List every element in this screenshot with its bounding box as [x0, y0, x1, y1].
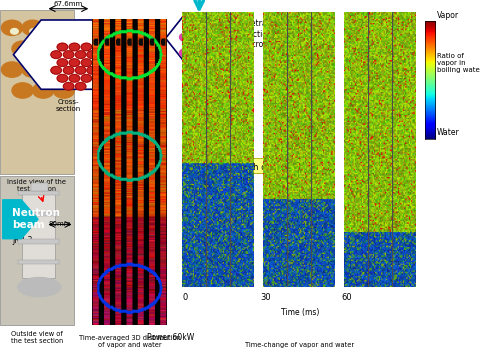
Circle shape [51, 51, 61, 58]
Circle shape [63, 82, 74, 90]
Text: 0: 0 [182, 293, 187, 302]
Text: Ratio of
vapor in
boiling water: Ratio of vapor in boiling water [437, 53, 480, 73]
Circle shape [22, 20, 43, 35]
FancyBboxPatch shape [136, 299, 166, 311]
Text: Water: Water [135, 300, 158, 309]
Text: Penetration
direction of
neutron beam: Penetration direction of neutron beam [238, 19, 292, 49]
Circle shape [53, 41, 74, 56]
Bar [18, 260, 59, 264]
FancyBboxPatch shape [241, 158, 318, 173]
Circle shape [75, 66, 86, 74]
Circle shape [69, 43, 80, 51]
Circle shape [81, 74, 92, 82]
Circle shape [12, 41, 33, 56]
Text: JRR-3: JRR-3 [12, 236, 32, 245]
Text: Time (ms): Time (ms) [281, 308, 319, 317]
Circle shape [57, 74, 68, 82]
Text: Cross-
section: Cross- section [56, 99, 81, 112]
Bar [31, 183, 48, 191]
Circle shape [81, 43, 92, 51]
Circle shape [196, 25, 207, 34]
Circle shape [185, 41, 196, 49]
Circle shape [81, 59, 92, 66]
Circle shape [207, 41, 218, 49]
Text: Growth of vapor: Growth of vapor [228, 163, 296, 172]
Circle shape [33, 83, 54, 98]
Circle shape [43, 20, 64, 35]
Circle shape [190, 49, 202, 57]
Text: Inside view of the
test section: Inside view of the test section [8, 179, 66, 192]
Bar [22, 191, 55, 278]
Text: 80mm: 80mm [49, 221, 71, 228]
FancyBboxPatch shape [122, 134, 161, 149]
Circle shape [63, 66, 74, 74]
Text: 30: 30 [260, 293, 271, 302]
Circle shape [212, 49, 224, 57]
FancyArrowPatch shape [3, 200, 38, 239]
Circle shape [190, 64, 202, 72]
Circle shape [201, 33, 213, 41]
Circle shape [22, 62, 43, 77]
Circle shape [185, 56, 196, 65]
Bar [18, 212, 59, 216]
Text: Time-change of vapor and water
(Time resolution 1ms): Time-change of vapor and water (Time res… [245, 342, 355, 348]
Circle shape [87, 51, 97, 58]
Text: Power 60kW: Power 60kW [147, 333, 194, 342]
Circle shape [43, 62, 64, 77]
Circle shape [190, 33, 202, 41]
Circle shape [69, 74, 80, 82]
Bar [0, 176, 74, 325]
Circle shape [1, 20, 23, 35]
Circle shape [57, 59, 68, 66]
Circle shape [75, 51, 86, 58]
Circle shape [87, 66, 97, 74]
Circle shape [30, 29, 37, 34]
Circle shape [1, 62, 23, 77]
Text: Outside view of
the test section: Outside view of the test section [11, 331, 63, 343]
Circle shape [207, 25, 218, 34]
Circle shape [12, 83, 33, 98]
Circle shape [53, 83, 74, 98]
Circle shape [201, 64, 213, 72]
Circle shape [11, 29, 18, 34]
Ellipse shape [18, 278, 61, 296]
Circle shape [63, 51, 74, 58]
Circle shape [51, 66, 61, 74]
Circle shape [207, 56, 218, 65]
Circle shape [196, 41, 207, 49]
Bar [18, 239, 59, 244]
Text: Time-averaged 3D distribution
of vapor and water
(Spatial resolution 0.2mm): Time-averaged 3D distribution of vapor a… [79, 335, 180, 348]
Circle shape [33, 41, 54, 56]
Text: Vapor: Vapor [120, 136, 154, 146]
Circle shape [185, 25, 196, 34]
Text: Vapor: Vapor [437, 11, 459, 20]
Circle shape [201, 49, 213, 57]
Text: Water: Water [437, 128, 459, 137]
Text: 67.6mm: 67.6mm [54, 1, 83, 7]
Circle shape [75, 82, 86, 90]
Circle shape [69, 59, 80, 66]
Text: 60: 60 [341, 293, 352, 302]
Bar [18, 191, 59, 195]
Circle shape [57, 43, 68, 51]
Circle shape [180, 33, 191, 41]
Circle shape [196, 56, 207, 65]
Text: Neutron
beam: Neutron beam [12, 208, 60, 230]
Bar [0, 10, 74, 174]
Circle shape [180, 49, 191, 57]
Circle shape [212, 33, 224, 41]
